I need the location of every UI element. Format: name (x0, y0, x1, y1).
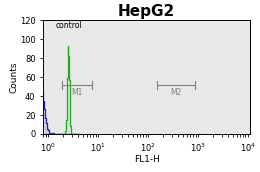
Title: HepG2: HepG2 (118, 4, 175, 19)
Text: M1: M1 (72, 88, 83, 97)
Y-axis label: Counts: Counts (9, 61, 18, 93)
Text: M2: M2 (170, 88, 182, 97)
Text: control: control (56, 21, 82, 30)
X-axis label: FL1-H: FL1-H (134, 155, 160, 164)
